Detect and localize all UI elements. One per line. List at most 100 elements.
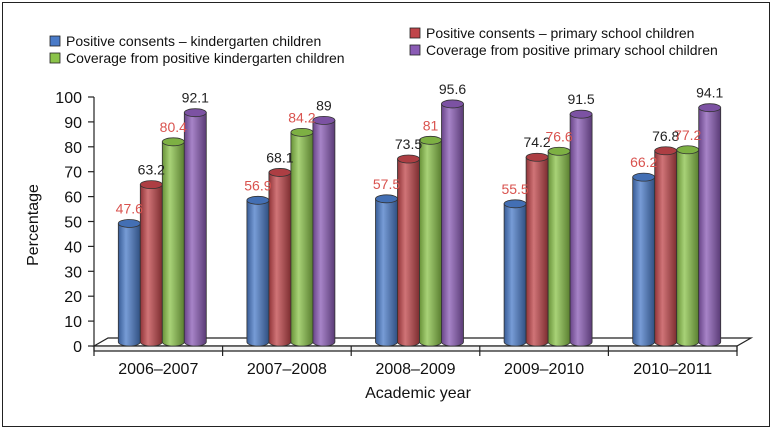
bar (441, 99, 464, 347)
data-label: 95.6 (439, 81, 466, 97)
bar (419, 135, 442, 347)
bar-top (503, 199, 527, 209)
bar-body (632, 176, 656, 347)
bar-top (569, 109, 593, 119)
legend-swatch (409, 27, 421, 39)
y-tick-label: 60 (64, 190, 82, 207)
x-tick-label: 2009–2010 (504, 361, 584, 378)
bar (139, 180, 163, 347)
bar-top (419, 135, 442, 145)
legend-item: Positive consents – kindergarten childre… (49, 33, 321, 49)
bar-body (290, 131, 314, 347)
bar-top (312, 115, 336, 125)
bar-body (246, 199, 270, 347)
bar (117, 219, 141, 347)
bar-body (397, 158, 420, 347)
bar-body (268, 172, 292, 347)
bar-top (246, 195, 270, 205)
bar-top (632, 172, 656, 182)
y-axis-label: Percentage (25, 184, 42, 266)
data-label: 56.9 (244, 177, 271, 193)
bar (525, 152, 549, 347)
bar-top (183, 108, 207, 118)
bar-body (183, 112, 207, 347)
bar-top (375, 194, 398, 204)
bar-body (441, 103, 464, 347)
bar-body (547, 150, 571, 347)
legend-item: Coverage from positive kindergarten chil… (49, 50, 345, 66)
bar (290, 127, 314, 347)
bar-body (375, 198, 398, 347)
data-label: 55.5 (501, 181, 528, 197)
bar-top (441, 99, 464, 109)
y-tick-label: 50 (64, 215, 82, 232)
bar-body (525, 156, 549, 347)
bar-top (290, 127, 314, 137)
y-tick-label: 80 (64, 140, 82, 157)
bar (503, 199, 527, 347)
y-tick-label: 100 (55, 90, 82, 107)
legend-label: Coverage from positive primary school ch… (426, 42, 718, 58)
bar-body (419, 139, 442, 347)
y-tick-label: 70 (64, 165, 82, 182)
x-axis-label: Academic year (365, 385, 471, 402)
bar (654, 146, 678, 347)
bar (676, 145, 700, 347)
legend-label: Positive consents – kindergarten childre… (66, 33, 321, 49)
data-label: 68.1 (266, 149, 293, 165)
data-label: 91.5 (567, 91, 594, 107)
bar (161, 137, 185, 347)
data-label: 66.2 (630, 154, 657, 170)
y-tick-label: 30 (64, 264, 82, 281)
bar-body (569, 113, 593, 347)
bar-top (397, 154, 420, 164)
x-tick-label: 2010–2011 (633, 361, 712, 378)
bars (117, 99, 722, 347)
data-label: 80.4 (160, 119, 187, 135)
bar-top (654, 146, 678, 156)
bar-top (525, 152, 549, 162)
data-labels: 47.6 63.2 80.4 92.1 56.9 68.1 84.289 57.5 73.581… (116, 81, 724, 217)
y-tick-label: 10 (64, 314, 82, 331)
data-label: 73.5 (395, 136, 422, 152)
chart-floor-edge (93, 345, 738, 352)
bar-body (503, 203, 527, 347)
bar-top (117, 219, 141, 228)
data-label: 76.8 (652, 128, 679, 144)
bar-body (161, 141, 185, 347)
bar (569, 109, 593, 347)
legend-item: Positive consents – primary school child… (409, 25, 694, 41)
bar-body (139, 184, 163, 347)
bar-body (698, 107, 722, 347)
y-tick-label: 0 (73, 339, 82, 356)
legend-swatch (49, 35, 61, 47)
bar (632, 172, 656, 347)
bar-top (547, 146, 571, 156)
bar-top (698, 103, 722, 113)
bar (698, 103, 722, 347)
x-tick-label: 2008–2009 (375, 361, 455, 378)
bar (246, 195, 270, 347)
data-label: 84.2 (288, 109, 315, 125)
data-label: 94.1 (696, 85, 723, 101)
legend-label: Positive consents – primary school child… (426, 25, 694, 41)
data-label: 89 (316, 97, 332, 113)
data-label: 92.1 (182, 90, 209, 106)
bar (268, 168, 292, 347)
y-tick-label: 90 (64, 115, 82, 132)
data-label: 77.2 (674, 127, 701, 143)
y-tick-label: 40 (64, 239, 82, 256)
data-label: 81 (423, 117, 439, 133)
y-tick-label: 20 (64, 289, 82, 306)
data-label: 76.6 (545, 128, 572, 144)
bar (397, 154, 420, 347)
legend: Positive consents – kindergarten childre… (49, 25, 718, 66)
legend-label: Coverage from positive kindergarten chil… (66, 50, 345, 66)
bar (183, 108, 207, 347)
bar-top (139, 180, 163, 190)
bar-top (161, 137, 185, 147)
bar-top (676, 145, 700, 155)
bar-body (654, 150, 678, 347)
bar-top (268, 168, 292, 177)
